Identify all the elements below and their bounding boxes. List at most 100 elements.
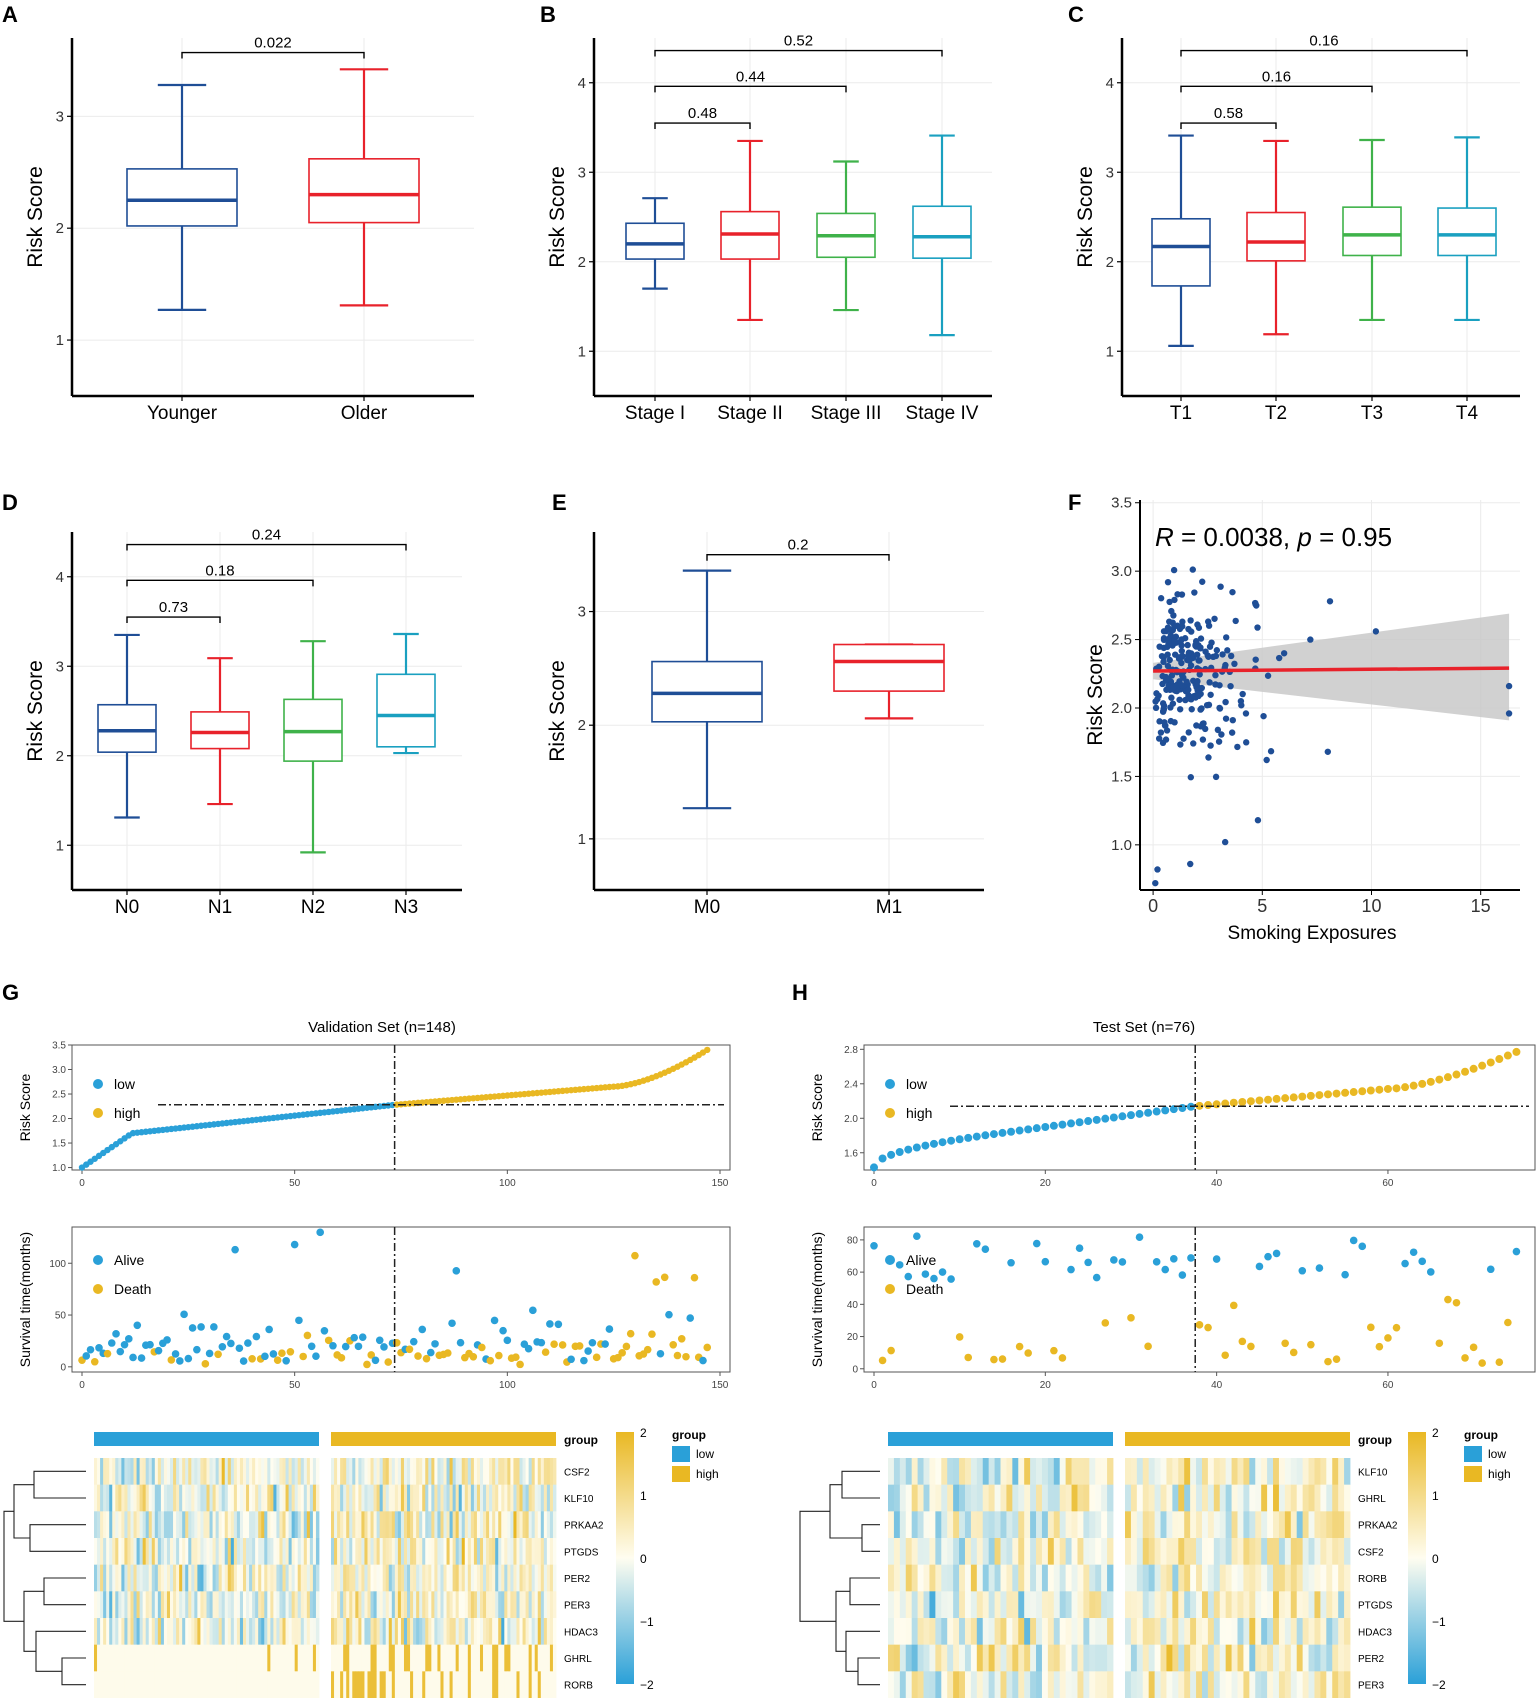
heatmap-cell [1178, 1671, 1185, 1698]
heatmap-cell [176, 1538, 180, 1566]
heatmap-cell [394, 1458, 399, 1486]
heatmap-cell [279, 1511, 283, 1539]
heatmap-cell [145, 1644, 150, 1672]
heatmap-cell [334, 1644, 338, 1672]
heatmap-cell [115, 1511, 119, 1539]
heatmap-cell [1302, 1511, 1309, 1539]
y-axis-label: Risk Score [17, 1073, 33, 1141]
heatmap-cell [249, 1538, 253, 1566]
heatmap-cell [1196, 1644, 1203, 1672]
heatmap-cell [145, 1458, 150, 1486]
heatmap-cell [394, 1484, 399, 1512]
heatmap-cell [188, 1618, 192, 1646]
heatmap-cell [1107, 1458, 1114, 1486]
x-tick-label: 60 [1382, 1380, 1394, 1391]
heatmap-cell [163, 1644, 168, 1672]
survival-point [601, 1340, 609, 1348]
panel-label-f: F [1068, 490, 1081, 515]
heatmap-cell [419, 1538, 423, 1566]
heatmap-cell [1012, 1564, 1019, 1592]
heatmap-cell [440, 1564, 444, 1592]
heatmap-cell [467, 1591, 472, 1619]
heatmap-cell [1178, 1538, 1185, 1566]
heatmap-cell [461, 1644, 466, 1672]
x-tick-label: 50 [289, 1178, 301, 1189]
heatmap-cell [452, 1484, 457, 1512]
heatmap-cell [1219, 1484, 1227, 1512]
heatmap-cell [270, 1644, 274, 1672]
heatmap-cell [1278, 1671, 1286, 1698]
heatmap-cell [382, 1618, 387, 1646]
heatmap-cell [285, 1671, 289, 1698]
heatmap-cell [236, 1644, 241, 1672]
heatmap-cell [546, 1511, 551, 1539]
survival-point [231, 1245, 239, 1254]
heatmap-cell [239, 1538, 244, 1566]
heatmap-cell [929, 1511, 936, 1539]
heatmap-cell [121, 1511, 125, 1539]
survival-point [1349, 1236, 1358, 1245]
heatmap-cell [115, 1484, 119, 1512]
heatmap-cell [982, 1484, 990, 1512]
scatter-point [1203, 701, 1211, 709]
heatmap-cell [373, 1644, 378, 1672]
heatmap-cell [400, 1538, 405, 1566]
heatmap-cell [173, 1591, 177, 1619]
heatmap-cell [203, 1591, 207, 1619]
heatmap-cell [1047, 1538, 1055, 1566]
heatmap-cell [888, 1591, 895, 1619]
panel-label-b: B [540, 2, 556, 27]
heatmap-cell [935, 1538, 942, 1566]
heatmap-cell [458, 1538, 463, 1566]
heatmap-cell [994, 1644, 1001, 1672]
gene-label: HDAC3 [1358, 1627, 1392, 1638]
heatmap-cell [1213, 1458, 1221, 1486]
heatmap-cell [212, 1644, 217, 1672]
heatmap-cell [543, 1564, 548, 1592]
heatmap-cell [242, 1671, 247, 1698]
heatmap-cell [434, 1538, 438, 1566]
survival-point [163, 1336, 171, 1344]
heatmap-cell [176, 1618, 180, 1646]
heatmap-cell [273, 1644, 277, 1672]
heatmap-cell [976, 1671, 984, 1698]
heatmap-cell [1142, 1538, 1150, 1566]
x-tick-label: 5 [1257, 896, 1267, 916]
heatmap-cell [306, 1511, 311, 1539]
heatmap-cell [1101, 1618, 1108, 1646]
heatmap-cell [1196, 1458, 1203, 1486]
heatmap-cell [185, 1458, 189, 1486]
heatmap-cell [552, 1511, 557, 1539]
heatmap-cell [1296, 1618, 1304, 1646]
heatmap-cell [136, 1511, 141, 1539]
heatmap-cell [407, 1564, 411, 1592]
heatmap-cell [367, 1564, 371, 1592]
gene-label: PTGDS [1358, 1601, 1393, 1612]
survival-point [499, 1326, 507, 1335]
risk-point [964, 1133, 973, 1142]
heatmap-cell [388, 1564, 393, 1592]
heatmap-cell [239, 1671, 244, 1698]
heatmap-cell [209, 1511, 213, 1539]
box-iqr [1151, 217, 1211, 287]
survival-point [486, 1356, 495, 1365]
heatmap-cell [1261, 1591, 1268, 1619]
heatmap-cell [1249, 1644, 1256, 1672]
heatmap-cell [1243, 1484, 1250, 1512]
survival-point [269, 1350, 278, 1358]
heatmap-cell [434, 1564, 438, 1592]
heatmap-cell [1101, 1511, 1108, 1539]
heatmap-cell [157, 1538, 162, 1566]
heatmap-cell [470, 1671, 475, 1698]
heatmap-cell [227, 1564, 232, 1592]
heatmap-cell [504, 1458, 508, 1486]
heatmap-cell [1095, 1644, 1102, 1672]
heatmap-cell [170, 1538, 174, 1566]
heatmap-cell [935, 1511, 942, 1539]
heatmap-cell [230, 1644, 235, 1672]
heatmap-cell [428, 1644, 432, 1672]
heatmap-cell [1332, 1538, 1339, 1566]
heatmap-cell [893, 1484, 901, 1512]
heatmap-cell [507, 1484, 511, 1512]
heatmap-cell [288, 1511, 293, 1539]
